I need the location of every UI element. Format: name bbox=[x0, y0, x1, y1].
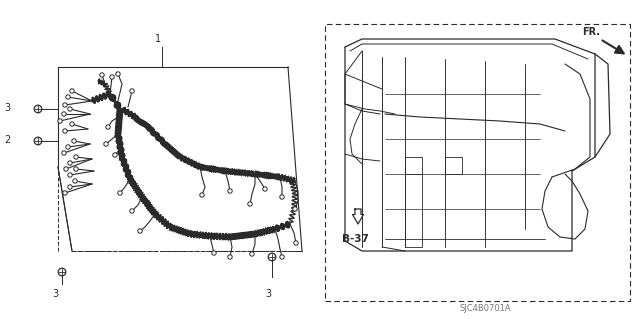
Circle shape bbox=[58, 268, 66, 276]
Circle shape bbox=[263, 187, 268, 191]
Circle shape bbox=[280, 195, 284, 199]
Circle shape bbox=[72, 139, 76, 143]
Circle shape bbox=[62, 151, 66, 155]
Text: 1: 1 bbox=[155, 34, 161, 44]
Circle shape bbox=[74, 167, 78, 171]
Circle shape bbox=[212, 251, 216, 255]
Circle shape bbox=[130, 89, 134, 93]
Text: 3: 3 bbox=[4, 103, 10, 113]
Circle shape bbox=[104, 142, 108, 146]
Circle shape bbox=[294, 241, 298, 245]
Text: 3: 3 bbox=[265, 289, 271, 299]
Circle shape bbox=[68, 161, 72, 165]
Circle shape bbox=[248, 202, 252, 206]
Circle shape bbox=[293, 207, 297, 211]
Circle shape bbox=[58, 119, 62, 123]
Circle shape bbox=[228, 189, 232, 193]
Text: B-37: B-37 bbox=[342, 234, 369, 244]
Circle shape bbox=[63, 129, 67, 133]
Circle shape bbox=[74, 155, 78, 159]
Text: 2: 2 bbox=[4, 135, 10, 145]
Circle shape bbox=[34, 105, 42, 113]
Circle shape bbox=[66, 145, 70, 149]
Circle shape bbox=[268, 253, 276, 261]
Circle shape bbox=[113, 153, 117, 157]
Circle shape bbox=[64, 167, 68, 171]
Circle shape bbox=[200, 193, 204, 197]
Text: SJC4B0701A: SJC4B0701A bbox=[459, 304, 511, 313]
Circle shape bbox=[116, 72, 120, 76]
Circle shape bbox=[250, 252, 254, 256]
Text: FR.: FR. bbox=[582, 27, 600, 37]
Circle shape bbox=[68, 107, 72, 111]
Circle shape bbox=[73, 179, 77, 183]
Circle shape bbox=[63, 103, 67, 107]
Text: 3: 3 bbox=[52, 289, 58, 299]
Circle shape bbox=[228, 255, 232, 259]
Circle shape bbox=[70, 122, 74, 126]
Circle shape bbox=[63, 191, 67, 195]
Circle shape bbox=[68, 185, 72, 189]
Circle shape bbox=[106, 125, 110, 129]
Circle shape bbox=[66, 95, 70, 99]
Circle shape bbox=[68, 173, 72, 177]
Circle shape bbox=[110, 75, 114, 79]
Circle shape bbox=[138, 229, 142, 233]
Circle shape bbox=[280, 255, 284, 259]
Circle shape bbox=[100, 73, 104, 77]
Circle shape bbox=[62, 112, 66, 116]
Circle shape bbox=[70, 89, 74, 93]
Circle shape bbox=[118, 191, 122, 195]
Circle shape bbox=[130, 209, 134, 213]
Circle shape bbox=[34, 137, 42, 145]
